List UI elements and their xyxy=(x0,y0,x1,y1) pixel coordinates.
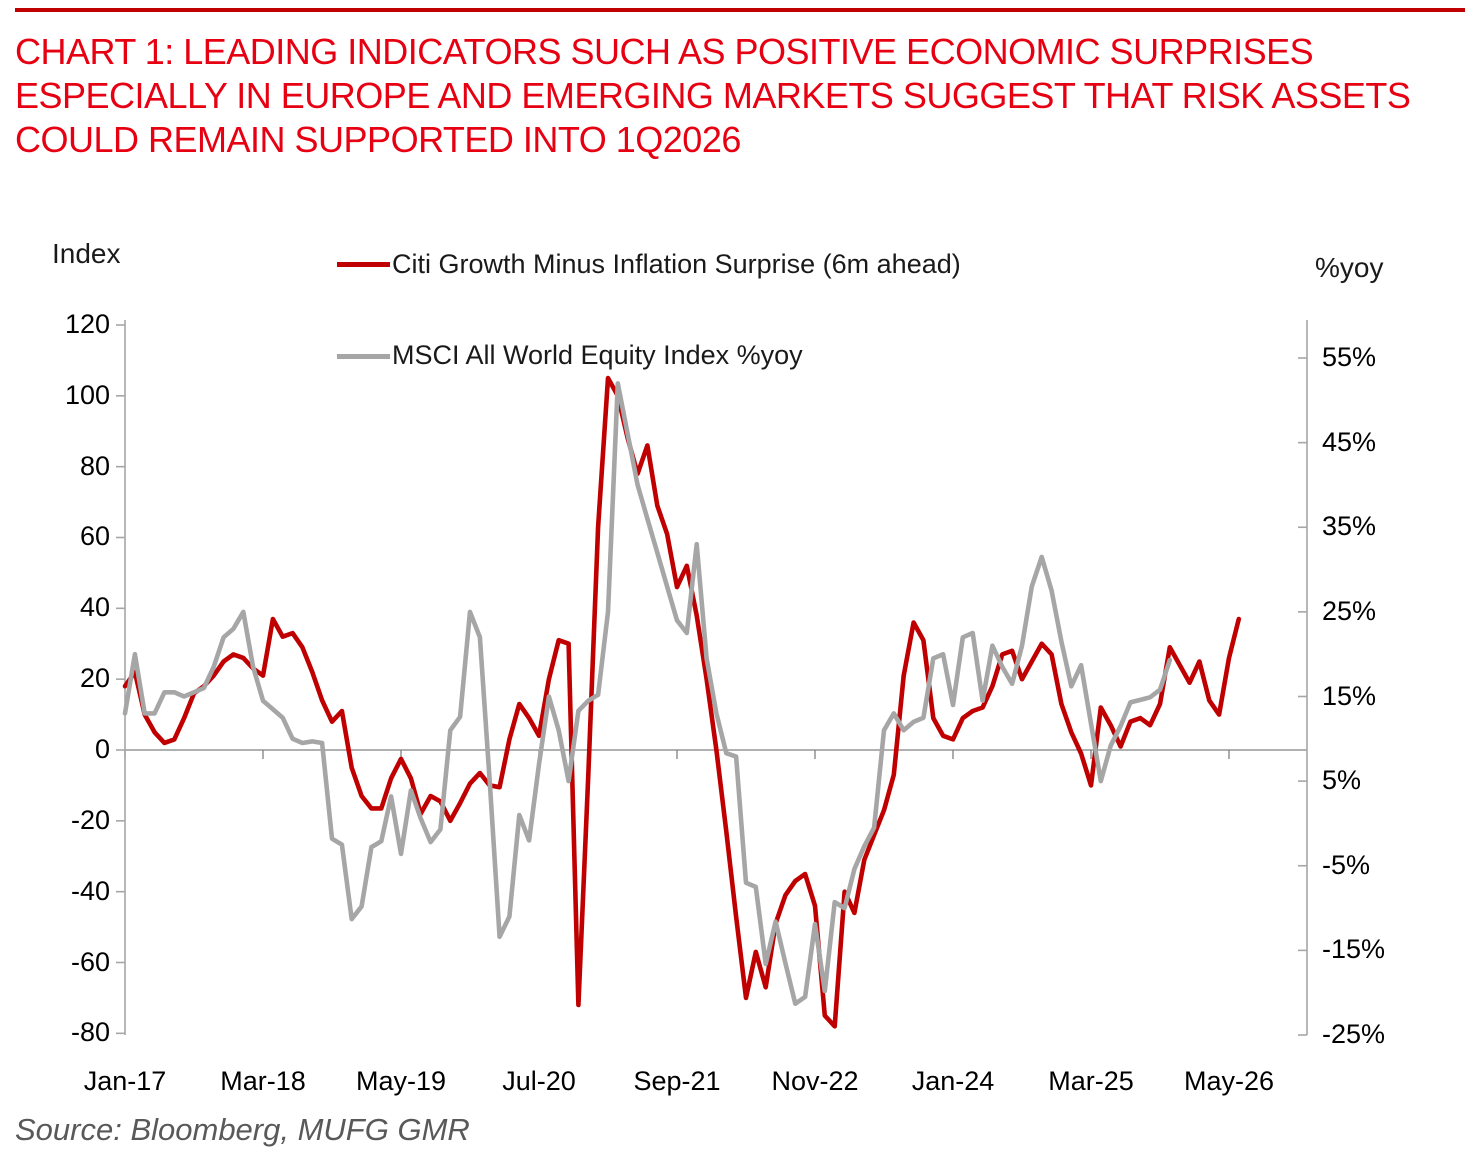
legend-label-citi: Citi Growth Minus Inflation Surprise (6m… xyxy=(392,249,961,279)
msci-line-swatch xyxy=(337,354,390,359)
right-axis-tick-label: 45% xyxy=(1322,427,1377,457)
left-axis-tick-label: 80 xyxy=(79,451,110,481)
right-axis-tick-label: 55% xyxy=(1322,342,1377,372)
right-axis-tick-label: -15% xyxy=(1322,934,1386,964)
series-citi-line xyxy=(122,375,1242,1029)
right-axis-title: %yoy xyxy=(1315,252,1384,283)
right-axis-tick-label: 25% xyxy=(1322,596,1377,626)
left-axis-tick-label: -80 xyxy=(70,1017,110,1047)
left-axis-tick-label: -60 xyxy=(70,947,110,977)
legend-label-msci: MSCI All World Equity Index %yoy xyxy=(392,340,803,370)
right-axis-tick-label: -25% xyxy=(1322,1019,1386,1049)
source-note: Source: Bloomberg, MUFG GMR xyxy=(15,1112,470,1147)
x-axis-tick-label: Mar-18 xyxy=(220,1066,306,1096)
x-axis-tick-label: Jan-24 xyxy=(911,1066,995,1096)
left-axis-tick-label: 120 xyxy=(64,309,110,339)
right-axis-tick-label: 15% xyxy=(1322,681,1377,711)
right-axis-tick-label: 35% xyxy=(1322,511,1377,541)
right-axis-tick-label: -5% xyxy=(1322,850,1371,880)
x-axis-tick-label: May-26 xyxy=(1183,1066,1275,1096)
citi-line-swatch xyxy=(337,262,390,267)
left-axis-tick-label: 60 xyxy=(79,521,110,551)
left-axis-tick-label: 20 xyxy=(79,663,110,693)
x-axis-tick-label: Jul-20 xyxy=(502,1066,576,1096)
x-axis-tick-label: Sep-21 xyxy=(633,1066,721,1096)
left-axis-tick-label: -20 xyxy=(70,805,110,835)
right-axis-tick-label: 5% xyxy=(1322,765,1362,795)
chart-title: CHART 1: LEADING INDICATORS SUCH AS POSI… xyxy=(15,31,1411,160)
left-axis-tick-label: 100 xyxy=(64,380,110,410)
x-axis-tick-label: May-19 xyxy=(355,1066,447,1096)
left-axis-tick-label: 40 xyxy=(79,592,110,622)
x-axis-tick-label: Nov-22 xyxy=(771,1066,859,1096)
left-axis-tick-label: -40 xyxy=(70,876,110,906)
series-msci-line xyxy=(122,381,1173,1007)
x-axis-tick-label: Jan-17 xyxy=(83,1066,167,1096)
x-axis-tick-label: Mar-25 xyxy=(1048,1066,1134,1096)
top-rule xyxy=(15,8,1465,12)
left-axis-title: Index xyxy=(52,238,121,269)
left-axis-tick-label: 0 xyxy=(94,734,110,764)
